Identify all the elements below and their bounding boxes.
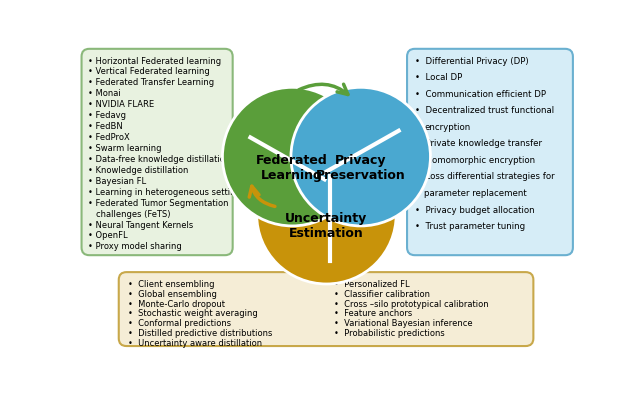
Text: •  Differential Privacy (DP): • Differential Privacy (DP) (415, 56, 529, 65)
Text: •  Cross –silo prototypical calibration: • Cross –silo prototypical calibration (334, 299, 489, 309)
Text: •  Trust parameter tuning: • Trust parameter tuning (415, 222, 525, 231)
Text: Federated
Learning: Federated Learning (257, 154, 328, 182)
Text: • Vertical Federated learning: • Vertical Federated learning (88, 67, 209, 76)
Text: • Federated Transfer Learning: • Federated Transfer Learning (88, 78, 214, 87)
Text: • NVIDIA FLARE: • NVIDIA FLARE (88, 100, 154, 109)
Text: •  Loss differential strategies for: • Loss differential strategies for (415, 173, 554, 181)
Text: • Proxy model sharing: • Proxy model sharing (88, 242, 182, 251)
Text: •  Private knowledge transfer: • Private knowledge transfer (415, 139, 542, 148)
Text: • Fedavg: • Fedavg (88, 111, 125, 120)
FancyBboxPatch shape (407, 49, 573, 255)
Text: • FedBN: • FedBN (88, 122, 122, 131)
Text: •  Client ensembling: • Client ensembling (128, 280, 214, 289)
FancyBboxPatch shape (81, 49, 233, 255)
Text: •  Feature anchors: • Feature anchors (334, 309, 412, 318)
Text: •  Personalized FL: • Personalized FL (334, 280, 410, 289)
Circle shape (223, 87, 362, 226)
Text: •  Communication efficient DP: • Communication efficient DP (415, 89, 546, 98)
Text: • Neural Tangent Kernels: • Neural Tangent Kernels (88, 221, 193, 230)
Text: •  Distilled predictive distributions: • Distilled predictive distributions (128, 329, 273, 338)
Text: • Knowledge distillation: • Knowledge distillation (88, 166, 188, 175)
Circle shape (257, 145, 396, 284)
Text: • Bayesian FL: • Bayesian FL (88, 177, 146, 186)
Text: •  Variational Bayesian inference: • Variational Bayesian inference (334, 319, 473, 328)
Text: encryption: encryption (424, 123, 470, 132)
Text: • Learning in heterogeneous settings: • Learning in heterogeneous settings (88, 188, 245, 197)
Text: •  Monte-Carlo dropout: • Monte-Carlo dropout (128, 299, 225, 309)
Text: Privacy
Preservation: Privacy Preservation (316, 154, 406, 182)
Text: •  Decentralized trust functional: • Decentralized trust functional (415, 106, 554, 115)
Text: •  Local DP: • Local DP (415, 73, 462, 82)
Text: • Federated Tumor Segmentation: • Federated Tumor Segmentation (88, 199, 228, 208)
Text: • Swarm learning: • Swarm learning (88, 144, 161, 153)
Text: • OpenFL: • OpenFL (88, 231, 127, 240)
Text: • Horizontal Federated learning: • Horizontal Federated learning (88, 56, 221, 65)
Text: •  Privacy budget allocation: • Privacy budget allocation (415, 206, 534, 214)
FancyBboxPatch shape (119, 272, 533, 346)
Text: •  Conformal predictions: • Conformal predictions (128, 319, 231, 328)
Text: Uncertainty
Estimation: Uncertainty Estimation (285, 212, 367, 240)
Text: challenges (FeTS): challenges (FeTS) (95, 210, 170, 219)
Text: •  Stochastic weight averaging: • Stochastic weight averaging (128, 309, 258, 318)
Circle shape (291, 87, 431, 226)
Text: • Data-free knowledge distillation: • Data-free knowledge distillation (88, 155, 230, 164)
Text: • FedProX: • FedProX (88, 133, 129, 142)
Text: •  Classifier calibration: • Classifier calibration (334, 290, 430, 299)
Text: •  Probabilistic predictions: • Probabilistic predictions (334, 329, 445, 338)
Text: •  Homomorphic encryption: • Homomorphic encryption (415, 156, 535, 165)
Text: •  Global ensembling: • Global ensembling (128, 290, 217, 299)
Text: • Monai: • Monai (88, 89, 120, 98)
Text: parameter replacement: parameter replacement (424, 189, 527, 198)
Text: •  Uncertainty aware distillation: • Uncertainty aware distillation (128, 339, 262, 348)
